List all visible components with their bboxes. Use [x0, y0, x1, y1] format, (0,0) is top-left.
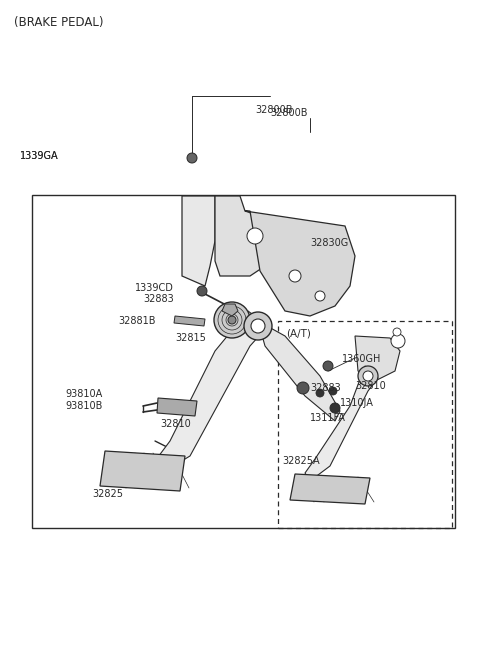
Polygon shape [305, 366, 378, 481]
Circle shape [391, 334, 405, 348]
Text: 1360GH: 1360GH [342, 354, 382, 364]
Text: 1339CD: 1339CD [135, 283, 174, 293]
Text: 1339GA: 1339GA [20, 151, 59, 161]
Bar [32, 195, 455, 528]
Text: 32883: 32883 [310, 383, 341, 393]
Circle shape [247, 228, 263, 244]
Polygon shape [100, 451, 185, 491]
Text: 32825A: 32825A [282, 456, 320, 466]
Circle shape [393, 328, 401, 336]
Text: 1339GA: 1339GA [20, 151, 59, 161]
Text: 1311FA: 1311FA [310, 413, 346, 423]
Text: 32881B: 32881B [118, 316, 156, 326]
Text: 32815: 32815 [175, 333, 206, 343]
Text: 32800B: 32800B [270, 108, 308, 118]
Polygon shape [190, 211, 210, 231]
Circle shape [289, 270, 301, 282]
Polygon shape [290, 474, 370, 504]
Polygon shape [215, 196, 270, 276]
Circle shape [358, 366, 378, 386]
Text: 32825: 32825 [92, 489, 123, 499]
Circle shape [330, 403, 340, 413]
Text: 32830G: 32830G [310, 238, 348, 248]
Text: 32883: 32883 [143, 294, 174, 304]
Polygon shape [222, 304, 238, 316]
Polygon shape [355, 336, 400, 381]
Circle shape [197, 286, 207, 296]
Circle shape [187, 153, 197, 163]
Text: 32810: 32810 [355, 381, 386, 391]
Circle shape [251, 319, 265, 333]
Polygon shape [155, 311, 268, 471]
Text: 32800B: 32800B [255, 105, 292, 115]
Circle shape [244, 312, 272, 340]
Polygon shape [245, 211, 355, 316]
Circle shape [363, 371, 373, 381]
Circle shape [323, 361, 333, 371]
Text: 93810B: 93810B [65, 401, 102, 411]
Circle shape [316, 389, 324, 397]
Text: 32810: 32810 [160, 419, 191, 429]
Bar [278, 321, 452, 528]
Circle shape [329, 387, 337, 395]
Polygon shape [258, 321, 340, 421]
Text: (A/T): (A/T) [286, 329, 311, 339]
Circle shape [297, 382, 309, 394]
Circle shape [315, 291, 325, 301]
Polygon shape [182, 196, 215, 286]
Text: 93810A: 93810A [65, 389, 102, 399]
Text: 1310JA: 1310JA [340, 398, 374, 408]
Text: (BRAKE PEDAL): (BRAKE PEDAL) [14, 16, 104, 29]
Polygon shape [174, 316, 205, 326]
Polygon shape [157, 398, 197, 416]
Circle shape [214, 302, 250, 338]
Circle shape [228, 316, 236, 324]
